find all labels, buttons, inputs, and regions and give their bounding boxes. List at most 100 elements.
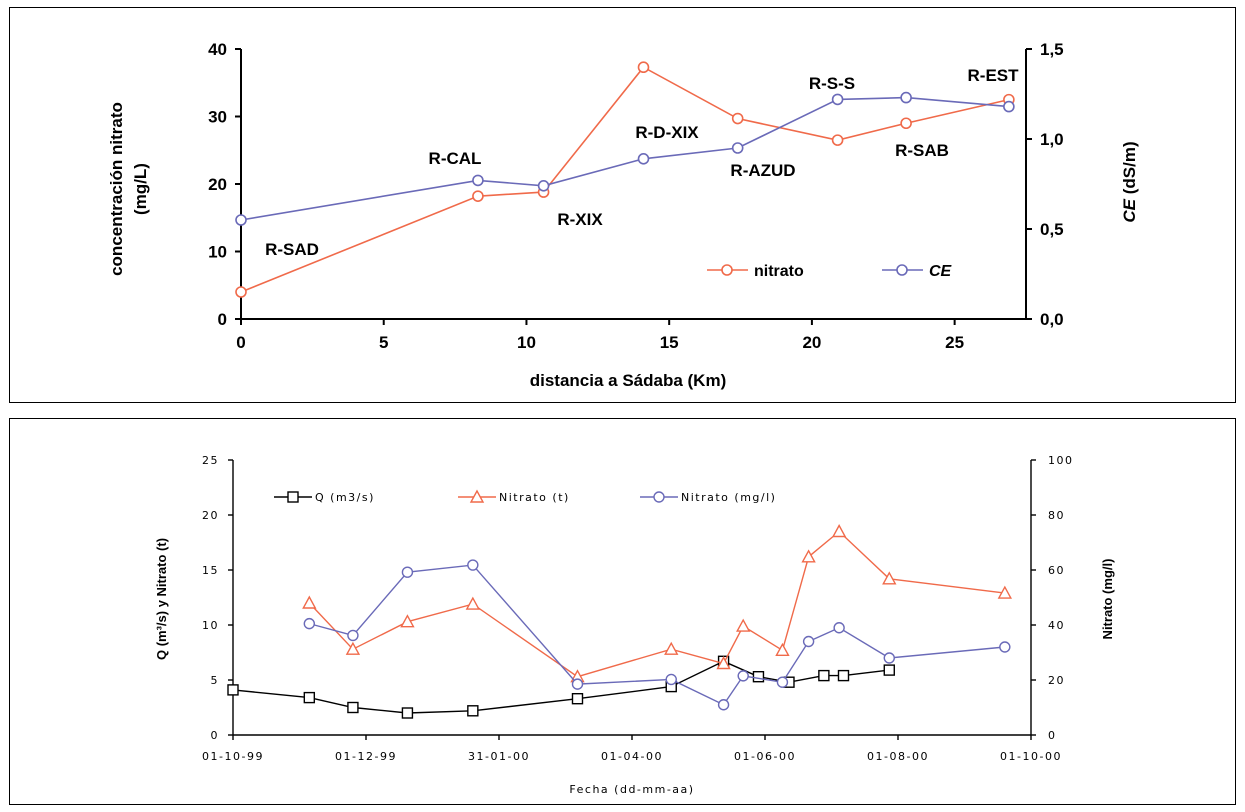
y-tick-label: 20 <box>202 509 219 522</box>
y-tick-label: 20 <box>208 175 227 194</box>
flow-nitrate-chart: 0 5 10 15 20 25 0 20 40 60 80 100 01-10-99 01-12-99 31… <box>154 454 1115 796</box>
data-point-q <box>883 664 895 676</box>
data-point-q <box>571 693 584 705</box>
point-label: R-S-S <box>809 74 855 93</box>
data-point-nitrato-t <box>345 641 361 655</box>
y-tick-label: 5 <box>211 674 220 687</box>
x-tick-label: 31-01-00 <box>468 750 530 763</box>
y2-axis-label-symbol: CE <box>1120 194 1139 222</box>
data-point-ce <box>731 142 744 154</box>
data-point-nitrato-mgl <box>401 566 414 578</box>
data-point-ce <box>1003 100 1015 113</box>
x-axis-label: Fecha (dd-mm-aa) <box>569 783 694 796</box>
legend-label-nitrato: nitrato <box>754 263 804 280</box>
point-label: R-CAL <box>429 149 482 168</box>
y2-tick-label: 0,5 <box>1040 220 1064 239</box>
data-point-q <box>818 669 830 682</box>
legend-label-nitrato-t: Nitrato (t) <box>499 491 570 504</box>
x-tick-label: 01-10-00 <box>1000 750 1062 763</box>
legend-marker-nitrato-mgl <box>653 491 665 503</box>
y-tick-label: 25 <box>202 454 219 467</box>
y2-tick-label: 0 <box>1048 729 1057 742</box>
x-tick-label: 5 <box>379 333 388 352</box>
x-tick-label: 01-06-00 <box>734 750 796 763</box>
data-point-q <box>837 669 850 682</box>
x-axis-label: distancia a Sádaba (Km) <box>530 371 727 390</box>
data-point-q <box>752 670 765 683</box>
x-tick-label: 15 <box>660 333 679 352</box>
point-label: R-D-XIX <box>635 123 699 142</box>
y2-tick-label: 100 <box>1048 454 1074 467</box>
y-axis-label: concentración nitrato <box>107 102 126 276</box>
series-line-nitrato-mgl <box>309 564 1005 706</box>
data-point-nitrato-mgl <box>571 678 584 690</box>
data-point-nitrato-mgl <box>347 629 359 642</box>
data-point-nitrato <box>731 112 744 125</box>
y2-tick-label: 1,0 <box>1040 130 1064 149</box>
legend-label-ce: CE <box>929 263 953 280</box>
legend-marker-ce <box>896 264 908 276</box>
series-line-nitrato-t <box>308 530 1005 678</box>
point-label: R-XIX <box>557 210 603 229</box>
legend-marker-q <box>287 491 299 503</box>
y2-tick-label: 0,0 <box>1040 310 1064 329</box>
data-point-nitrato-t <box>400 614 415 628</box>
data-point-nitrato-mgl <box>467 559 479 571</box>
y-tick-label: 30 <box>208 108 227 127</box>
x-tick-label: 01-10-99 <box>202 750 264 763</box>
y-axis-label: Q (m³/s) y Nitrato (t) <box>154 538 169 660</box>
data-point-nitrato <box>900 117 912 130</box>
data-point-nitrato-mgl <box>737 670 749 682</box>
data-point-ce <box>472 174 484 187</box>
data-point-nitrato-t <box>997 585 1013 599</box>
data-point-nitrato-mgl <box>802 635 815 648</box>
y-tick-label: 10 <box>208 243 227 262</box>
y-tick-label: 40 <box>208 40 227 59</box>
legend-label-nitrato-mgl: Nitrato (mg/l) <box>681 491 776 504</box>
data-point-nitrato-t <box>465 596 481 610</box>
x-tick-label: 20 <box>802 333 821 352</box>
data-point-nitrato <box>637 61 650 74</box>
data-point-ce <box>537 180 550 192</box>
data-point-nitrato-t <box>302 595 317 609</box>
y-tick-label: 15 <box>202 564 219 577</box>
data-point-ce <box>637 153 650 165</box>
data-point-nitrato <box>472 190 484 202</box>
data-point-nitrato-mgl <box>303 617 316 630</box>
data-point-nitrato-t <box>664 641 679 655</box>
point-label: R-EST <box>968 66 1020 85</box>
data-point-nitrato-t <box>736 618 751 632</box>
y2-tick-label: 1,5 <box>1040 40 1064 59</box>
legend-marker-nitrato <box>721 264 733 276</box>
data-point-nitrato-mgl <box>665 673 677 686</box>
data-point-nitrato <box>235 286 247 298</box>
y-tick-label: 10 <box>202 619 219 632</box>
data-point-nitrato-mgl <box>999 641 1011 653</box>
data-point-ce <box>235 214 247 226</box>
nitrate-ce-chart: 0 10 20 30 40 0,0 0,5 1,0 1,5 0 5 10 15 20 25 R-SAD R-C… <box>107 40 1139 390</box>
y2-axis-label: CE (dS/m) <box>1120 141 1139 222</box>
data-point-q <box>303 691 316 704</box>
data-point-q <box>401 707 414 719</box>
x-tick-label: 25 <box>945 333 964 352</box>
y2-tick-label: 80 <box>1048 509 1065 522</box>
x-tick-label: 01-12-99 <box>335 750 397 763</box>
data-point-nitrato-mgl <box>833 622 845 634</box>
data-point-nitrato-t <box>882 571 897 585</box>
data-point-nitrato-mgl <box>883 652 895 664</box>
data-point-nitrato-t <box>831 524 847 538</box>
data-point-nitrato-mgl <box>717 699 730 711</box>
flow-nitrate-chart-panel: 0 5 10 15 20 25 0 20 40 60 80 100 01-10-99 01-12-99 31… <box>9 418 1236 805</box>
x-tick-label: 01-08-00 <box>867 750 929 763</box>
y2-axis-label: Nitrato (mg/l) <box>1100 559 1115 640</box>
x-tick-label: 01-04-00 <box>601 750 663 763</box>
point-label: R-SAD <box>265 240 319 259</box>
legend-label-q: Q (m3/s) <box>315 491 375 504</box>
y-tick-label: 0 <box>211 729 220 742</box>
data-point-nitrato <box>831 134 844 146</box>
data-point-ce <box>831 93 844 106</box>
data-point-ce <box>900 91 912 104</box>
data-point-nitrato-mgl <box>776 676 789 688</box>
y2-tick-label: 20 <box>1048 674 1065 687</box>
y2-tick-label: 60 <box>1048 564 1065 577</box>
